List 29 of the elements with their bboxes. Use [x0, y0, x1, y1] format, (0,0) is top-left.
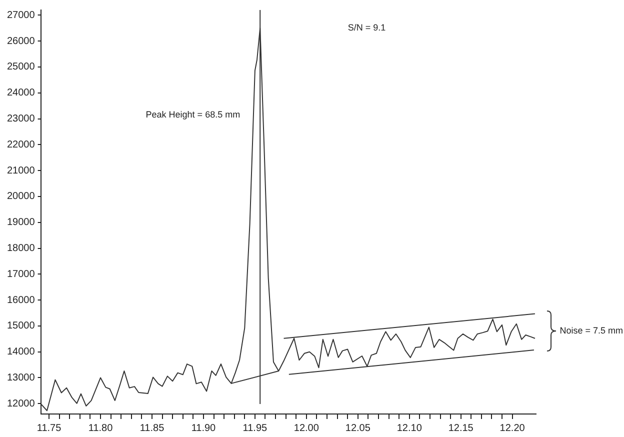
y-tick-label: 25000 [6, 62, 36, 73]
y-tick-label: 21000 [6, 165, 36, 176]
y-tick-label: 20000 [6, 191, 36, 202]
x-tick-label: 12.20 [500, 422, 526, 434]
y-tick-label: 24000 [6, 88, 36, 99]
y-tick-label: 15000 [6, 320, 36, 332]
annotation: Peak Height = 68.5 mm [146, 110, 240, 120]
x-tick-label: 11.90 [191, 422, 216, 434]
y-tick-label: 27000 [6, 10, 36, 21]
x-tick-label: 11.95 [242, 422, 268, 434]
x-tick-label: 12.05 [345, 422, 371, 434]
x-tick-label: 12.00 [294, 422, 320, 434]
x-tick-label: 11.75 [36, 422, 62, 434]
x-tick-label: 12.10 [396, 422, 422, 434]
text: Noise = 7.5 mm [560, 326, 623, 336]
y-tick-label: 18000 [6, 243, 36, 254]
y-tick-label: 16000 [6, 294, 36, 306]
y-tick-label: 22000 [6, 139, 36, 150]
annotation: S/N = 9.1 [348, 22, 386, 32]
y-tick-label: 17000 [6, 268, 36, 280]
y-tick-label: 12000 [6, 398, 36, 410]
x-tick-label: 12.15 [448, 422, 474, 434]
y-tick-label: 14000 [6, 346, 36, 358]
x-tick-label: 11.85 [140, 422, 165, 434]
y-tick-label: 19000 [6, 217, 36, 228]
y-tick-label: 23000 [6, 114, 36, 125]
x-tick-label: 11.80 [88, 422, 114, 434]
y-tick-label: 13000 [6, 372, 36, 384]
y-tick-label: 26000 [6, 36, 36, 47]
